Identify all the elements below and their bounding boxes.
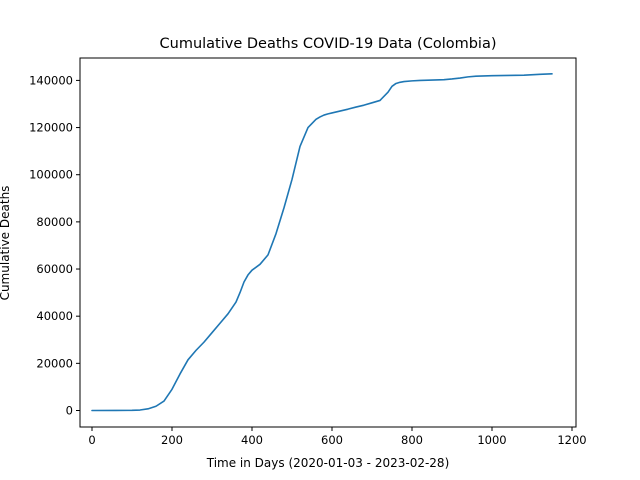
- y-tick-label: 0: [66, 403, 73, 417]
- y-tick-label: 120000: [29, 121, 73, 135]
- x-tick-label: 600: [321, 433, 343, 447]
- y-tick-label: 100000: [29, 168, 73, 182]
- x-axis-label: Time in Days (2020-01-03 - 2023-02-28): [206, 456, 450, 470]
- x-tick-label: 400: [241, 433, 263, 447]
- series-layer: [91, 73, 553, 412]
- y-tick-label: 60000: [36, 262, 73, 276]
- x-tick-label: 1200: [557, 433, 586, 447]
- plot-frame: [79, 57, 577, 428]
- y-tick-label: 40000: [36, 309, 73, 323]
- x-tick-label: 0: [88, 433, 95, 447]
- x-tick-label: 200: [161, 433, 183, 447]
- x-tick-label: 800: [401, 433, 423, 447]
- x-tick-label: 1000: [477, 433, 506, 447]
- x-axis: 0 200 400 600 800 1000 1200: [88, 427, 587, 447]
- y-tick-label: 20000: [36, 356, 73, 370]
- y-tick-label: 80000: [36, 215, 73, 229]
- y-axis: 0 20000 40000 60000 80000 100000 120000 140000: [29, 73, 80, 417]
- y-tick-label: 140000: [29, 73, 73, 87]
- y-axis-label: Cumulative Deaths: [0, 186, 12, 301]
- series-line: [91, 73, 553, 412]
- chart-title: Cumulative Deaths COVID-19 Data (Colombi…: [160, 36, 497, 52]
